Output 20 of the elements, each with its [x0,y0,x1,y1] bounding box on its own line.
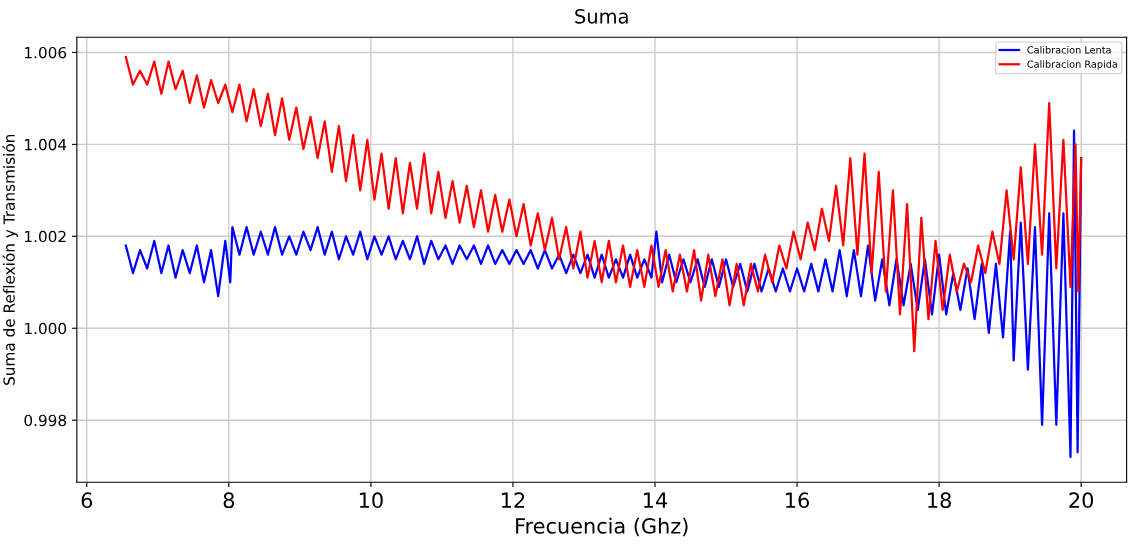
x-tick-label: 8 [223,492,235,509]
line-series [124,55,1083,353]
y-tick-label: 1.002 [25,230,66,243]
x-tick-label: 6 [81,492,93,509]
chart-title: Suma [575,8,628,24]
line-series [124,129,1083,459]
legend-label: Calibracion Lenta [1027,46,1111,54]
legend-label: Calibracion Rapida [1027,60,1117,70]
y-tick-label: 1.006 [25,46,67,59]
x-tick-label: 18 [928,492,951,509]
y-tick-label: 1.000 [25,322,67,335]
x-axis-title: Frecuencia (Ghz) [516,517,688,537]
y-axis-title: Suma de Reflexión y Transmisión [2,134,18,385]
x-tick-label: 20 [1069,492,1094,509]
y-tick-label: 1.004 [25,138,67,151]
x-tick-label: 14 [644,492,668,508]
x-tick-label: 16 [786,492,809,509]
y-tick-label: 0.998 [24,414,67,427]
x-tick-label: 10 [359,492,383,509]
x-tick-label: 12 [501,492,525,508]
